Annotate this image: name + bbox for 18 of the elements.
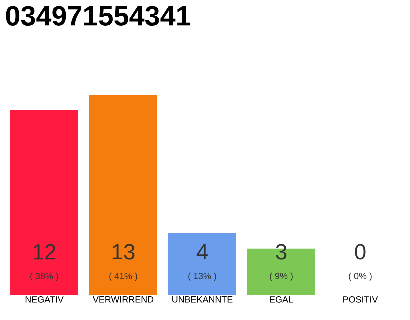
annotation: ( 38% )	[30, 272, 58, 282]
data-label: 0	[355, 244, 366, 260]
data-label: 4	[196, 244, 208, 260]
data-label: 12	[34, 244, 56, 260]
bar	[10, 110, 78, 295]
x-tick-label: POSITIV	[344, 296, 378, 303]
annotation: ( 41% )	[110, 272, 138, 282]
chart-title: 034971554341	[6, 6, 191, 26]
x-tick-label: VERWIRREND	[92, 296, 154, 303]
data-label: 13	[112, 244, 135, 260]
bar	[168, 233, 236, 295]
x-tick-label: NEGATIV	[26, 296, 64, 303]
x-tick-label: EGAL	[270, 296, 294, 303]
annotation: ( 13% )	[188, 272, 216, 282]
bar	[90, 94, 158, 295]
x-tick-label: UNBEKANNTE	[172, 296, 233, 303]
annotation: ( 0% )	[349, 272, 372, 282]
annotation: ( 9% )	[270, 272, 293, 282]
